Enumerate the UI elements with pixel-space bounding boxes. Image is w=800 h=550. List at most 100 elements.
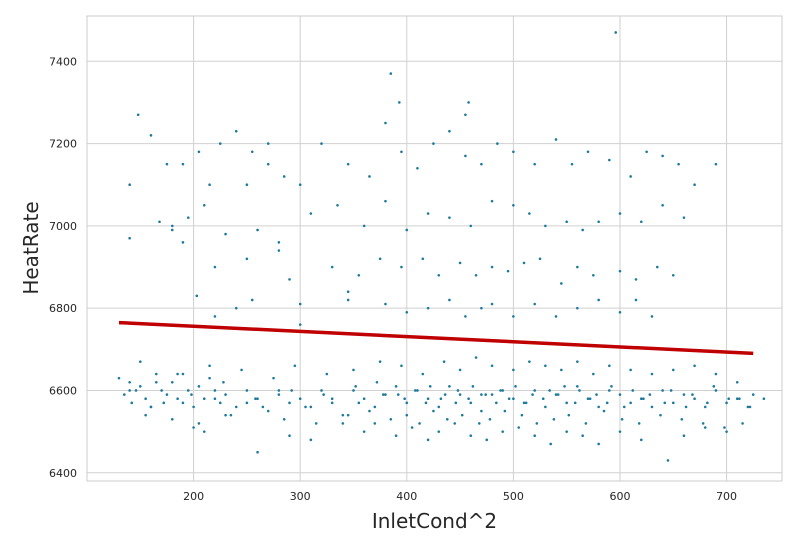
scatter-point [531,393,534,396]
scatter-point [581,434,584,438]
scatter-point [234,405,238,409]
scatter-point [394,434,398,438]
scatter-point [218,401,222,405]
scatter-point [266,142,270,145]
scatter-point [400,265,403,269]
scatter-point [414,389,417,392]
scatter-point [490,393,494,396]
scatter-point [573,401,577,405]
scatter-point [608,364,611,368]
y-tick-label: 7400 [49,55,77,68]
scatter-point [554,138,558,141]
scatter-point [123,393,126,396]
scatter-point [639,397,643,400]
scatter-point [467,397,470,400]
scatter-point [456,389,460,392]
scatter-point [618,430,622,433]
scatter-point [341,413,345,417]
scatter-point [714,162,718,166]
scatter-point [578,389,581,392]
scatter-point [522,401,526,405]
scatter-point [517,426,521,429]
scatter-point [454,401,458,405]
scatter-point [362,224,366,228]
scatter-point [533,434,536,438]
scatter-point [490,265,494,269]
scatter-point [512,368,515,372]
scatter-point [378,360,382,363]
scatter-point [645,150,648,154]
scatter-point [394,385,398,388]
scatter-point [181,372,185,376]
scatter-point [229,413,233,417]
scatter-point [680,417,684,421]
scatter-point [375,380,379,384]
scatter-point [298,302,302,306]
scatter-point [576,265,579,269]
scatter-point [565,430,568,433]
scatter-point [186,216,190,219]
scatter-point [437,405,441,409]
scatter-point [213,389,217,392]
scatter-point [548,389,551,392]
scatter-point [421,257,425,261]
scatter-point [588,397,592,400]
scatter-point [725,430,728,433]
scatter-point [154,372,158,376]
scatter-series [117,31,766,462]
scatter-point [592,372,595,376]
scatter-point [512,203,515,207]
scatter-point [136,113,140,117]
scatter-point [634,278,638,281]
scatter-point [197,150,201,154]
scatter-point [277,389,281,392]
scatter-point [741,422,744,425]
scatter-point [213,397,217,400]
scatter-point [362,397,366,400]
scatter-point [426,397,430,400]
scatter-point [320,142,323,145]
scatter-point [661,203,664,207]
scatter-point [250,150,254,154]
y-tick-label: 7200 [49,138,77,151]
scatter-point [661,154,664,158]
scatter-point [346,290,350,294]
scatter-point [448,298,451,302]
scatter-point [464,315,467,318]
scatter-point [245,401,249,405]
scatter-point [544,224,547,228]
scatter-point [464,154,467,158]
scatter-point [416,166,419,170]
scatter-point [293,364,297,368]
scatter-point [282,417,286,421]
scatter-point [256,228,259,232]
scatter-point [552,417,556,421]
scatter-point [396,393,400,396]
scatter-point [195,294,199,298]
scatter-point [474,356,478,359]
scatter-point [405,401,409,405]
x-axis-label: InletCond^2 [372,509,497,533]
scatter-point [298,183,302,187]
scatter-point [410,426,414,429]
scatter-point [245,389,249,392]
scatter-point [642,397,645,400]
scatter-point [181,401,185,405]
scatter-point [128,183,131,187]
scatter-point [181,162,185,166]
x-tick-label: 700 [716,490,737,503]
scatter-point [389,417,393,421]
scatter-point [197,422,201,425]
scatter-point [405,413,409,417]
scatter-point [608,158,611,162]
scatter-point [762,397,766,400]
x-tick-label: 500 [503,490,524,503]
scatter-point [288,278,291,281]
scatter-point [618,212,622,215]
scatter-point [735,397,739,400]
scatter-point [234,306,238,310]
scatter-point [162,401,166,405]
scatter-point [597,442,600,446]
scatter-point [586,150,590,154]
scatter-point [439,397,443,400]
